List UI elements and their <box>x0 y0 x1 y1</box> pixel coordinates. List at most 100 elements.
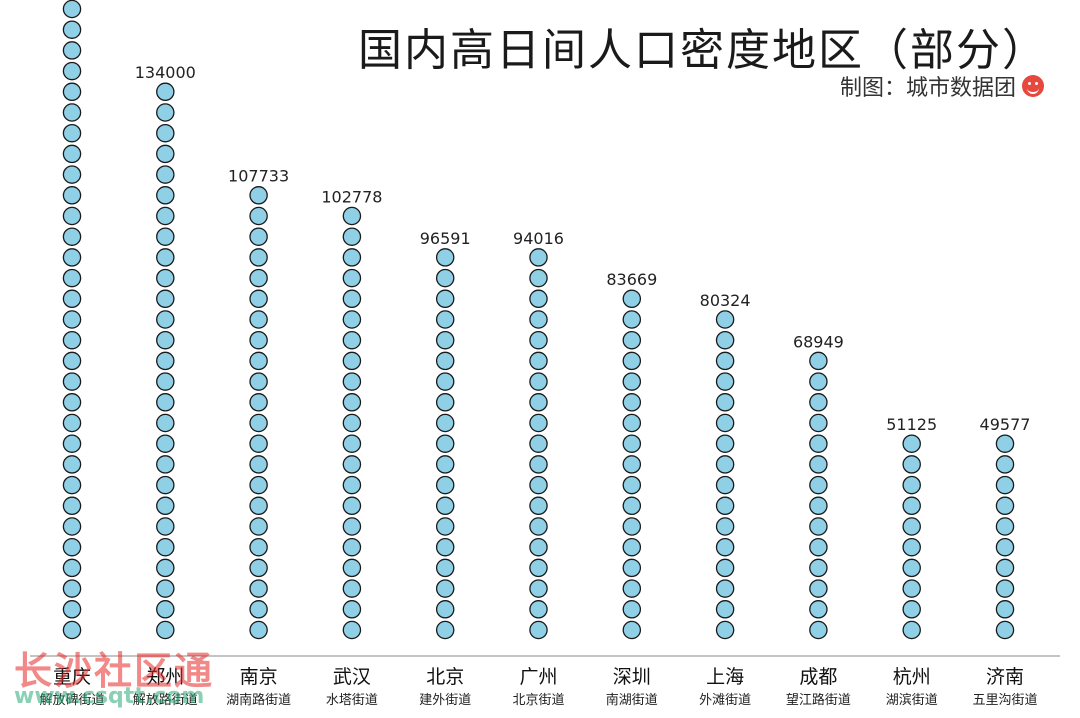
dot <box>156 455 175 474</box>
dot <box>249 455 268 474</box>
dot <box>622 310 642 329</box>
dot <box>622 351 642 371</box>
category-label: 杭州 <box>893 666 931 688</box>
dot <box>809 372 828 391</box>
dot <box>435 310 455 329</box>
dot <box>249 579 268 598</box>
dot <box>156 310 175 329</box>
dot <box>342 413 362 433</box>
dot <box>156 434 175 453</box>
subcategory-label: 解放路街道 <box>133 692 198 708</box>
dot <box>62 517 82 536</box>
dot <box>342 206 362 226</box>
dot <box>62 268 82 288</box>
category-label: 济南 <box>986 666 1024 688</box>
dot <box>249 517 268 536</box>
dot <box>715 330 735 350</box>
subcategory-label: 外滩街道 <box>699 693 751 708</box>
dot <box>156 496 175 516</box>
dot-column-成都 <box>809 351 828 640</box>
dot <box>342 600 362 619</box>
dot <box>622 372 642 391</box>
dot <box>715 496 735 516</box>
dot <box>809 600 828 619</box>
dot <box>622 475 642 495</box>
dot <box>435 372 455 391</box>
value-label: 68949 <box>793 332 844 351</box>
dot <box>529 310 548 329</box>
value-label: 49577 <box>980 415 1031 434</box>
dot <box>529 496 548 516</box>
dot <box>435 289 455 309</box>
dot <box>156 351 175 371</box>
dot <box>529 351 548 371</box>
dot <box>715 517 735 536</box>
dot <box>249 475 268 495</box>
dot <box>902 620 921 640</box>
dot-column-武汉 <box>342 206 362 640</box>
category-label: 武汉 <box>333 666 371 688</box>
dot <box>342 434 362 453</box>
dot-column-深圳 <box>622 289 642 640</box>
dot <box>902 558 921 578</box>
dot <box>62 20 82 39</box>
dot <box>156 289 175 309</box>
dot <box>62 496 82 516</box>
dot <box>715 310 735 329</box>
dot <box>62 310 82 329</box>
dot <box>529 393 548 412</box>
dot <box>62 600 82 619</box>
dot <box>342 496 362 516</box>
dot <box>156 517 175 536</box>
dot <box>622 289 642 309</box>
dot <box>156 558 175 578</box>
dot-column-广州 <box>529 248 548 640</box>
dot <box>902 455 921 474</box>
dot <box>622 537 642 557</box>
category-label: 北京 <box>426 666 464 688</box>
dot <box>809 579 828 598</box>
dot <box>156 165 175 184</box>
dot <box>156 413 175 433</box>
dot <box>529 372 548 391</box>
dot <box>529 434 548 453</box>
dot <box>902 475 921 495</box>
watermark: 长沙社区通 <box>14 649 215 693</box>
dot <box>62 351 82 371</box>
dot <box>809 455 828 474</box>
category-label: 成都 <box>799 666 837 688</box>
dot <box>342 268 362 288</box>
dot <box>809 434 828 453</box>
dot <box>249 496 268 516</box>
dot <box>529 248 548 267</box>
dot-column-南京 <box>249 186 268 640</box>
dot <box>529 330 548 350</box>
dot-column-重庆 <box>62 0 82 640</box>
dot <box>249 413 268 433</box>
dot <box>529 517 548 536</box>
dot <box>902 600 921 619</box>
dot <box>715 372 735 391</box>
category-label: 深圳 <box>613 666 651 688</box>
dot <box>249 330 268 350</box>
dot <box>156 186 175 205</box>
dot <box>902 517 921 536</box>
subcategory-label: 北京街道 <box>512 693 564 708</box>
dot <box>62 289 82 309</box>
subcategory-label: 解放碑街道 <box>39 692 104 708</box>
dot <box>342 537 362 557</box>
dot <box>62 61 82 81</box>
dot-column-上海 <box>715 310 735 640</box>
dot-column-杭州 <box>902 434 921 640</box>
dot <box>156 475 175 495</box>
value-label: 94016 <box>513 229 564 248</box>
dot <box>995 537 1015 557</box>
dot <box>529 475 548 495</box>
dot <box>249 537 268 557</box>
dot <box>156 227 175 246</box>
dot <box>249 600 268 619</box>
dot <box>342 330 362 350</box>
dot <box>156 330 175 350</box>
subcategory-label: 望江路街道 <box>786 692 851 708</box>
